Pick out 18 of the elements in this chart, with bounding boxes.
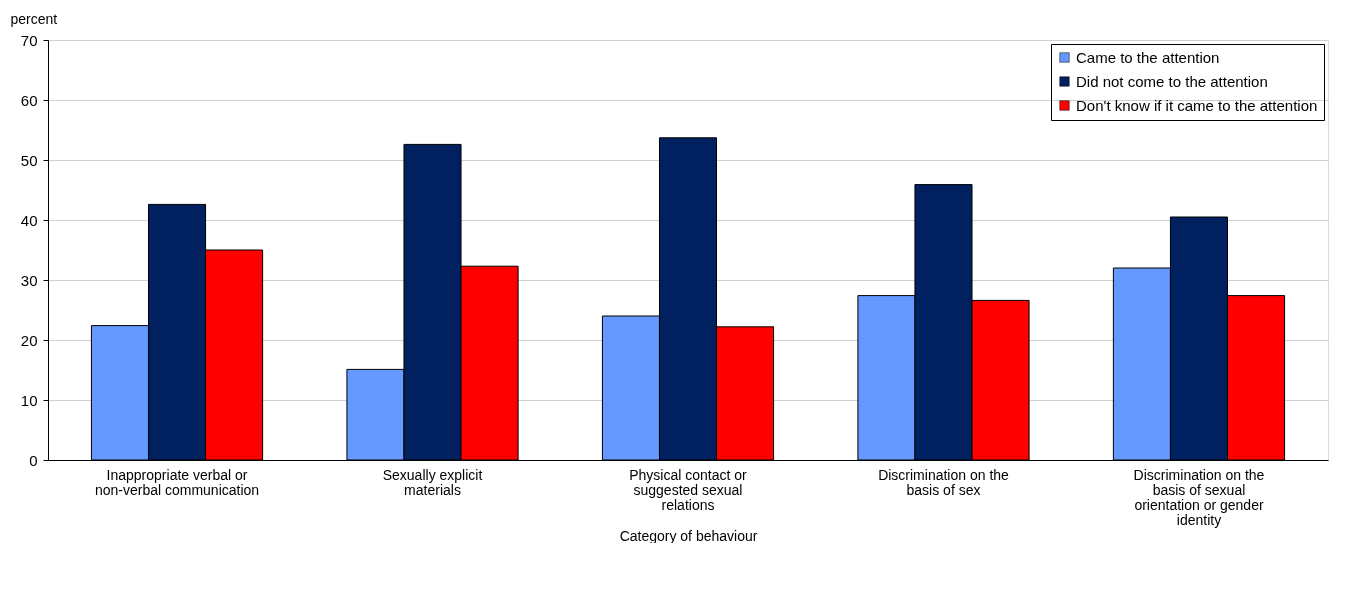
legend-label: Came to the attention [1076, 48, 1220, 66]
x-axis-title: Category of behaviour [619, 527, 758, 544]
y-tick-label: 10 [20, 391, 38, 409]
x-tick-label: Discrimination on the basis of sex [878, 466, 1010, 498]
y-tick-label: 40 [20, 211, 38, 229]
y-tick-label: 60 [20, 91, 38, 109]
y-tick-label: 20 [20, 331, 38, 349]
y-axis-title: percent [10, 10, 58, 27]
y-tick-label: 30 [20, 271, 38, 289]
legend-label: Don't know if it came to the attention [1076, 96, 1318, 114]
x-tick-label: Physical contact or suggested sexual relations [629, 466, 748, 513]
x-tick-label: Inappropriate verbal or non-verbal communication [94, 466, 260, 498]
legend-label: Did not come to the attention [1076, 72, 1268, 90]
x-tick-label: Discrimination on the basis of sexual orientation or gender identity [1133, 466, 1265, 528]
y-tick-label: 0 [29, 451, 38, 469]
y-tick-label: 70 [20, 31, 38, 49]
x-tick-label: Sexually explicit materials [382, 466, 483, 498]
y-tick-label: 50 [20, 151, 38, 169]
